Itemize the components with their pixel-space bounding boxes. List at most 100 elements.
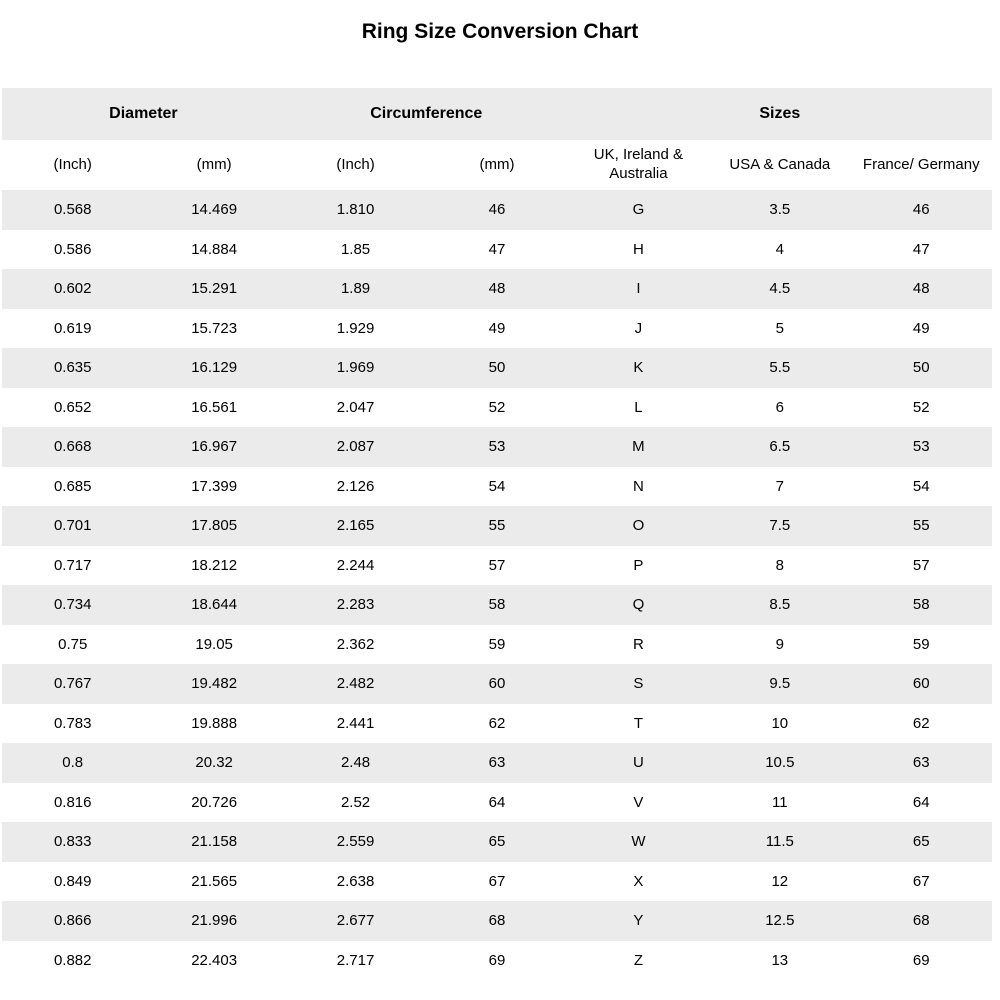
circumference-inch-cell: 2.362 bbox=[336, 635, 375, 653]
circumference-inch-cell: 2.047 bbox=[336, 398, 375, 416]
size-usa-cell: 8 bbox=[775, 556, 784, 574]
size-usa-cell: 5 bbox=[775, 319, 784, 337]
size-uk-cell: P bbox=[633, 556, 644, 574]
circumference-inch-cell: 2.165 bbox=[336, 517, 375, 535]
circumference-inch-cell: 1.810 bbox=[336, 201, 375, 219]
diameter-mm-cell: 19.482 bbox=[191, 675, 238, 693]
size-usa-cell: 7.5 bbox=[769, 517, 791, 535]
table-body: 0.568 14.469 1.810 46 G 3.5 46 0.586 14.… bbox=[2, 190, 992, 980]
size-france-cell: 46 bbox=[912, 201, 930, 219]
diameter-inch-cell: 0.685 bbox=[53, 477, 92, 495]
size-uk-cell: T bbox=[633, 714, 643, 732]
diameter-mm-cell: 19.05 bbox=[195, 635, 233, 653]
table-row: 0.849 21.565 2.638 67 X 12 67 bbox=[2, 861, 992, 901]
diameter-inch-cell: 0.866 bbox=[53, 912, 92, 930]
size-france-cell: 57 bbox=[912, 556, 930, 574]
diameter-inch-cell: 0.849 bbox=[53, 872, 92, 890]
size-uk-cell: L bbox=[634, 398, 643, 416]
table-header: Diameter Circumference Sizes (Inch) (mm)… bbox=[2, 88, 992, 190]
size-france-cell: 53 bbox=[912, 438, 930, 456]
table-row: 0.767 19.482 2.482 60 S 9.5 60 bbox=[2, 664, 992, 704]
circumference-mm-cell: 48 bbox=[488, 280, 506, 298]
size-usa-cell: 11 bbox=[772, 793, 788, 811]
size-usa-cell: 11.5 bbox=[765, 833, 794, 851]
size-france-cell: 64 bbox=[912, 793, 930, 811]
table-row: 0.882 22.403 2.717 69 Z 13 69 bbox=[2, 940, 992, 980]
size-france-cell: 55 bbox=[912, 517, 930, 535]
diameter-mm-cell: 16.561 bbox=[191, 398, 238, 416]
size-france-cell: 60 bbox=[912, 675, 930, 693]
size-uk-cell: O bbox=[632, 517, 645, 535]
diameter-inch-cell: 0.833 bbox=[53, 833, 92, 851]
diameter-inch-cell: 0.717 bbox=[53, 556, 92, 574]
diameter-inch-cell: 0.8 bbox=[62, 754, 84, 772]
diameter-mm-cell: 16.129 bbox=[191, 359, 238, 377]
diameter-mm-cell: 15.723 bbox=[191, 319, 238, 337]
circumference-mm-cell: 69 bbox=[488, 951, 506, 969]
size-france-cell: 68 bbox=[912, 912, 930, 930]
size-france-cell: 48 bbox=[912, 280, 930, 298]
table-row: 0.8 20.32 2.48 63 U 10.5 63 bbox=[2, 743, 992, 783]
circumference-mm-cell: 46 bbox=[488, 201, 506, 219]
table-row: 0.568 14.469 1.810 46 G 3.5 46 bbox=[2, 190, 992, 230]
size-france-cell: 47 bbox=[912, 240, 930, 258]
diameter-inch-cell: 0.586 bbox=[53, 240, 92, 258]
circumference-inch-cell: 2.52 bbox=[340, 793, 371, 811]
table-row: 0.75 19.05 2.362 59 R 9 59 bbox=[2, 624, 992, 664]
column-header-size-uk-ireland-australia: UK, Ireland & Australia bbox=[593, 146, 683, 182]
circumference-inch-cell: 2.48 bbox=[340, 754, 371, 772]
table-row: 0.866 21.996 2.677 68 Y 12.5 68 bbox=[2, 901, 992, 941]
size-france-cell: 63 bbox=[912, 754, 930, 772]
diameter-inch-cell: 0.75 bbox=[58, 635, 88, 653]
circumference-inch-cell: 2.482 bbox=[336, 675, 375, 693]
size-uk-cell: R bbox=[632, 635, 644, 653]
table-row: 0.717 18.212 2.244 57 P 8 57 bbox=[2, 545, 992, 585]
size-uk-cell: K bbox=[633, 359, 644, 377]
size-usa-cell: 6.5 bbox=[769, 438, 791, 456]
circumference-mm-cell: 58 bbox=[488, 596, 506, 614]
size-france-cell: 67 bbox=[912, 872, 930, 890]
size-uk-cell: S bbox=[633, 675, 644, 693]
diameter-inch-cell: 0.882 bbox=[53, 951, 92, 969]
size-france-cell: 52 bbox=[912, 398, 930, 416]
size-usa-cell: 10 bbox=[771, 714, 789, 732]
diameter-mm-cell: 20.32 bbox=[195, 754, 233, 772]
column-group-circumference: Circumference bbox=[370, 105, 483, 122]
size-uk-cell: G bbox=[632, 201, 645, 219]
circumference-mm-cell: 63 bbox=[488, 754, 506, 772]
column-subheader-row: (Inch) (mm) (Inch) (mm) UK, Ireland & Au… bbox=[2, 140, 992, 190]
size-uk-cell: Q bbox=[632, 596, 645, 614]
circumference-mm-cell: 53 bbox=[488, 438, 506, 456]
size-france-cell: 49 bbox=[912, 319, 930, 337]
diameter-mm-cell: 21.565 bbox=[191, 872, 238, 890]
circumference-inch-cell: 2.126 bbox=[336, 477, 375, 495]
table-row: 0.701 17.805 2.165 55 O 7.5 55 bbox=[2, 506, 992, 546]
size-uk-cell: Z bbox=[633, 951, 643, 969]
size-uk-cell: V bbox=[633, 793, 644, 811]
size-usa-cell: 10.5 bbox=[765, 754, 795, 772]
circumference-mm-cell: 68 bbox=[488, 912, 506, 930]
size-france-cell: 50 bbox=[912, 359, 930, 377]
diameter-inch-cell: 0.783 bbox=[53, 714, 92, 732]
size-usa-cell: 5.5 bbox=[769, 359, 791, 377]
circumference-inch-cell: 2.677 bbox=[336, 912, 375, 930]
diameter-inch-cell: 0.767 bbox=[53, 675, 92, 693]
table-row: 0.668 16.967 2.087 53 M 6.5 53 bbox=[2, 427, 992, 467]
size-usa-cell: 12.5 bbox=[765, 912, 795, 930]
circumference-inch-cell: 2.244 bbox=[336, 556, 375, 574]
table-row: 0.734 18.644 2.283 58 Q 8.5 58 bbox=[2, 585, 992, 625]
circumference-mm-cell: 62 bbox=[488, 714, 506, 732]
diameter-mm-cell: 15.291 bbox=[191, 280, 238, 298]
column-group-row: Diameter Circumference Sizes bbox=[2, 88, 992, 140]
size-usa-cell: 6 bbox=[775, 398, 784, 416]
circumference-mm-cell: 54 bbox=[488, 477, 506, 495]
table-row: 0.635 16.129 1.969 50 K 5.5 50 bbox=[2, 348, 992, 388]
circumference-mm-cell: 60 bbox=[488, 675, 506, 693]
column-group-diameter: Diameter bbox=[109, 105, 178, 122]
circumference-mm-cell: 67 bbox=[488, 872, 506, 890]
circumference-mm-cell: 65 bbox=[488, 833, 506, 851]
size-usa-cell: 9 bbox=[775, 635, 784, 653]
diameter-mm-cell: 22.403 bbox=[191, 951, 238, 969]
diameter-inch-cell: 0.734 bbox=[53, 596, 92, 614]
table-row: 0.586 14.884 1.85 47 H 4 47 bbox=[2, 229, 992, 269]
